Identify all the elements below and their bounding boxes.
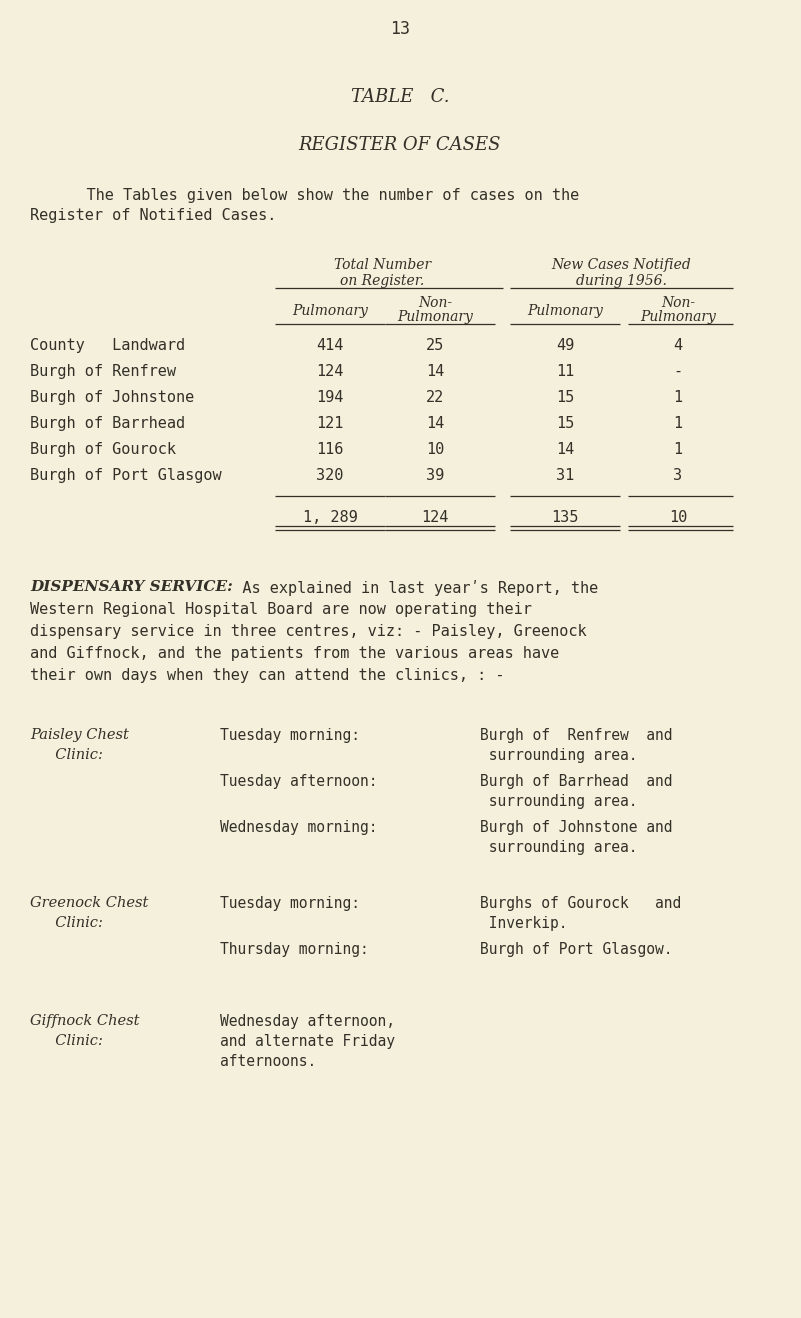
- Text: Tuesday morning:: Tuesday morning:: [220, 728, 360, 743]
- Text: 320: 320: [316, 468, 344, 482]
- Text: 39: 39: [426, 468, 444, 482]
- Text: Wednesday morning:: Wednesday morning:: [220, 820, 377, 836]
- Text: Paisley Chest: Paisley Chest: [30, 728, 129, 742]
- Text: REGISTER OF CASES: REGISTER OF CASES: [299, 136, 501, 154]
- Text: surrounding area.: surrounding area.: [480, 840, 638, 855]
- Text: Burgh of Barrhead: Burgh of Barrhead: [30, 416, 185, 431]
- Text: Inverkip.: Inverkip.: [480, 916, 567, 931]
- Text: 31: 31: [556, 468, 574, 482]
- Text: Greenock Chest: Greenock Chest: [30, 896, 148, 909]
- Text: during 1956.: during 1956.: [576, 274, 667, 289]
- Text: Pulmonary: Pulmonary: [527, 304, 603, 318]
- Text: and Giffnock, and the patients from the various areas have: and Giffnock, and the patients from the …: [30, 646, 559, 662]
- Text: 10: 10: [669, 510, 687, 525]
- Text: -: -: [674, 364, 682, 380]
- Text: Pulmonary: Pulmonary: [640, 310, 716, 324]
- Text: Non-: Non-: [418, 297, 452, 310]
- Text: 14: 14: [556, 442, 574, 457]
- Text: Burgh of Barrhead  and: Burgh of Barrhead and: [480, 774, 673, 789]
- Text: afternoons.: afternoons.: [220, 1054, 316, 1069]
- Text: surrounding area.: surrounding area.: [480, 749, 638, 763]
- Text: Clinic:: Clinic:: [46, 916, 103, 931]
- Text: 49: 49: [556, 337, 574, 353]
- Text: Tuesday morning:: Tuesday morning:: [220, 896, 360, 911]
- Text: 13: 13: [390, 20, 410, 38]
- Text: Burgh of  Renfrew  and: Burgh of Renfrew and: [480, 728, 673, 743]
- Text: 11: 11: [556, 364, 574, 380]
- Text: 3: 3: [674, 468, 682, 482]
- Text: Burgh of Gourock: Burgh of Gourock: [30, 442, 176, 457]
- Text: 14: 14: [426, 364, 444, 380]
- Text: 25: 25: [426, 337, 444, 353]
- Text: Clinic:: Clinic:: [46, 1035, 103, 1048]
- Text: Clinic:: Clinic:: [46, 749, 103, 762]
- Text: TABLE   C.: TABLE C.: [351, 88, 449, 105]
- Text: 1, 289: 1, 289: [303, 510, 357, 525]
- Text: The Tables given below show the number of cases on the: The Tables given below show the number o…: [50, 188, 579, 203]
- Text: New Cases Notified: New Cases Notified: [552, 258, 691, 272]
- Text: Total Number: Total Number: [334, 258, 431, 272]
- Text: County   Landward: County Landward: [30, 337, 185, 353]
- Text: 194: 194: [316, 390, 344, 405]
- Text: their own days when they can attend the clinics, : -: their own days when they can attend the …: [30, 668, 505, 683]
- Text: Register of Notified Cases.: Register of Notified Cases.: [30, 208, 276, 223]
- Text: Western Regional Hospital Board are now operating their: Western Regional Hospital Board are now …: [30, 602, 532, 617]
- Text: 121: 121: [316, 416, 344, 431]
- Text: Wednesday afternoon,: Wednesday afternoon,: [220, 1014, 395, 1029]
- Text: Burgh of Port Glasgow: Burgh of Port Glasgow: [30, 468, 222, 482]
- Text: on Register.: on Register.: [340, 274, 425, 289]
- Text: Thursday morning:: Thursday morning:: [220, 942, 368, 957]
- Text: 116: 116: [316, 442, 344, 457]
- Text: Pulmonary: Pulmonary: [397, 310, 473, 324]
- Text: Burgh of Johnstone: Burgh of Johnstone: [30, 390, 195, 405]
- Text: 414: 414: [316, 337, 344, 353]
- Text: surrounding area.: surrounding area.: [480, 793, 638, 809]
- Text: 15: 15: [556, 416, 574, 431]
- Text: 10: 10: [426, 442, 444, 457]
- Text: and alternate Friday: and alternate Friday: [220, 1035, 395, 1049]
- Text: Pulmonary: Pulmonary: [292, 304, 368, 318]
- Text: 1: 1: [674, 390, 682, 405]
- Text: DISPENSARY SERVICE:: DISPENSARY SERVICE:: [30, 580, 233, 594]
- Text: Burghs of Gourock   and: Burghs of Gourock and: [480, 896, 681, 911]
- Text: 1: 1: [674, 442, 682, 457]
- Text: dispensary service in three centres, viz: - Paisley, Greenock: dispensary service in three centres, viz…: [30, 623, 586, 639]
- Text: 4: 4: [674, 337, 682, 353]
- Text: 15: 15: [556, 390, 574, 405]
- Text: Burgh of Renfrew: Burgh of Renfrew: [30, 364, 176, 380]
- Text: Burgh of Johnstone and: Burgh of Johnstone and: [480, 820, 673, 836]
- Text: Burgh of Port Glasgow.: Burgh of Port Glasgow.: [480, 942, 673, 957]
- Text: 124: 124: [421, 510, 449, 525]
- Text: Tuesday afternoon:: Tuesday afternoon:: [220, 774, 377, 789]
- Text: 135: 135: [551, 510, 578, 525]
- Text: 124: 124: [316, 364, 344, 380]
- Text: As explained in last yearʹs Report, the: As explained in last yearʹs Report, the: [215, 580, 598, 596]
- Text: 22: 22: [426, 390, 444, 405]
- Text: Giffnock Chest: Giffnock Chest: [30, 1014, 139, 1028]
- Text: 14: 14: [426, 416, 444, 431]
- Text: 1: 1: [674, 416, 682, 431]
- Text: Non-: Non-: [661, 297, 695, 310]
